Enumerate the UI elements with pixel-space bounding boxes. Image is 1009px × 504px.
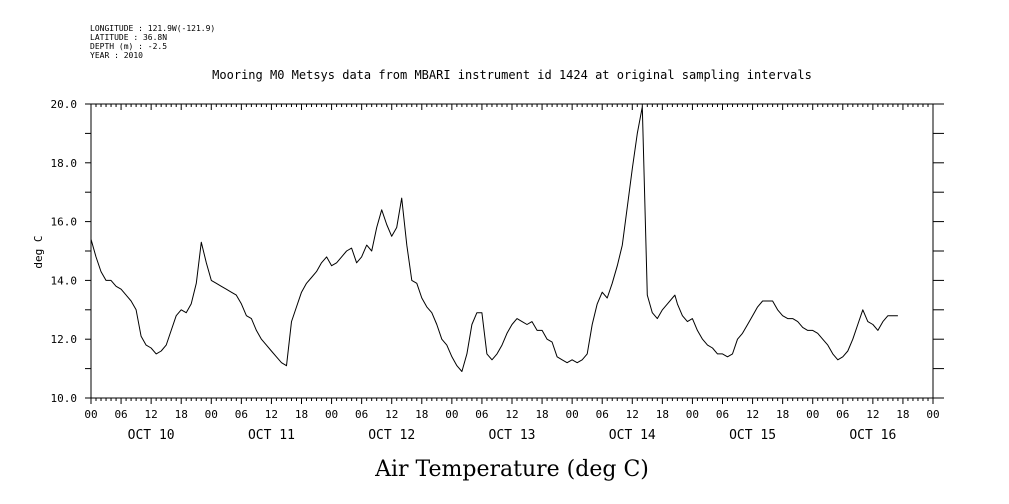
x-tick-label: 18 xyxy=(175,408,188,421)
latitude-text: LATITUDE : 36.8N xyxy=(90,33,167,42)
x-tick-label: 12 xyxy=(746,408,759,421)
x-day-label: OCT 10 xyxy=(128,428,175,443)
x-day-label: OCT 16 xyxy=(849,428,896,443)
x-tick-label: 12 xyxy=(385,408,398,421)
x-tick-label: 06 xyxy=(836,408,849,421)
x-tick-label: 18 xyxy=(295,408,308,421)
x-tick-label: 00 xyxy=(325,408,338,421)
y-tick-label: 20.0 xyxy=(51,98,78,111)
x-tick-label: 00 xyxy=(806,408,819,421)
x-tick-label: 18 xyxy=(896,408,909,421)
year-text: YEAR : 2010 xyxy=(90,51,143,60)
x-day-labels: OCT 10 OCT 11 OCT 12 OCT 13 OCT 14 OCT 15 OCT … xyxy=(128,428,897,443)
y-axis-label: deg C xyxy=(32,235,45,268)
x-tick-label: 00 xyxy=(926,408,939,421)
plot-frame xyxy=(90,103,934,399)
air-temperature-line xyxy=(90,106,898,372)
y-tick-label: 10.0 xyxy=(51,392,78,405)
x-tick-label: 18 xyxy=(656,408,669,421)
x-tick-label: 00 xyxy=(686,408,699,421)
y-tick-label: 18.0 xyxy=(51,157,78,170)
x-day-label: OCT 14 xyxy=(609,428,656,443)
x-tick-label: 18 xyxy=(776,408,789,421)
depth-text: DEPTH (m) : -2.5 xyxy=(90,42,167,51)
x-tick-label: 12 xyxy=(866,408,879,421)
x-tick-label: 18 xyxy=(415,408,428,421)
x-tick-label: 06 xyxy=(596,408,609,421)
chart-title: Mooring M0 Metsys data from MBARI instru… xyxy=(212,68,812,82)
x-tick-labels: 00 06 12 18 00 06 12 18 00 06 12 18 00 06 12 18 00 06 12 18… xyxy=(84,408,939,421)
x-tick-label: 06 xyxy=(114,408,127,421)
x-tick-label: 06 xyxy=(235,408,248,421)
y-tick-labels: 10.0 12.0 14.0 16.0 18.0 20.0 xyxy=(51,98,78,405)
x-day-label: OCT 12 xyxy=(368,428,415,443)
series-group xyxy=(90,106,898,372)
x-axis-title: Air Temperature (deg C) xyxy=(374,457,649,482)
x-tick-label: 06 xyxy=(475,408,488,421)
x-tick-label: 00 xyxy=(566,408,579,421)
longitude-text: LONGITUDE : 121.9W(-121.9) xyxy=(90,24,215,33)
y-tick-label: 14.0 xyxy=(51,274,78,287)
y-tick-label: 12.0 xyxy=(51,333,78,346)
x-tick-label: 12 xyxy=(505,408,518,421)
x-tick-label: 12 xyxy=(145,408,158,421)
axis-ticks xyxy=(85,103,944,404)
x-day-label: OCT 13 xyxy=(489,428,536,443)
x-tick-label: 00 xyxy=(84,408,97,421)
x-tick-label: 06 xyxy=(716,408,729,421)
x-tick-label: 18 xyxy=(535,408,548,421)
y-tick-label: 16.0 xyxy=(51,216,78,229)
x-day-label: OCT 11 xyxy=(248,428,295,443)
x-day-label: OCT 15 xyxy=(729,428,776,443)
x-tick-label: 12 xyxy=(626,408,639,421)
x-tick-label: 06 xyxy=(355,408,368,421)
x-tick-label: 00 xyxy=(205,408,218,421)
x-tick-label: 12 xyxy=(265,408,278,421)
x-tick-label: 00 xyxy=(445,408,458,421)
